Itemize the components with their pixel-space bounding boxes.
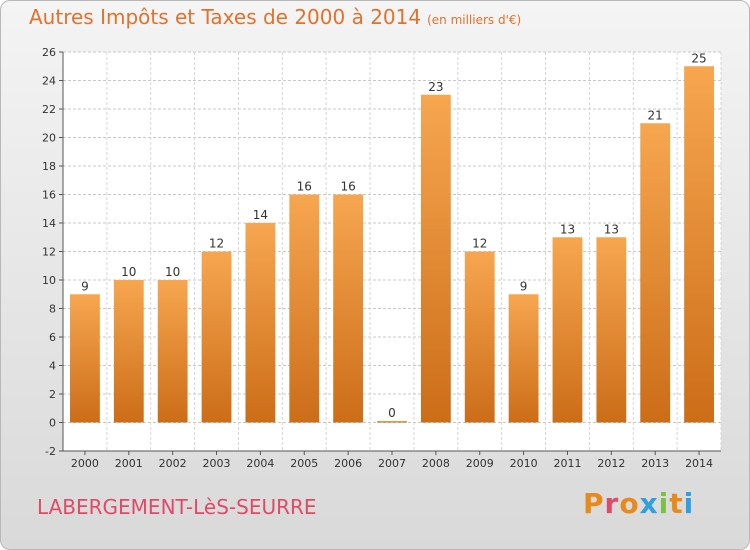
y-tick-label: 10 [42,274,56,287]
data-label-2009: 12 [472,237,487,251]
bar-2005 [289,194,320,423]
data-label-2000: 9 [81,279,89,293]
x-tick-label-2000: 2000 [71,457,99,470]
y-tick-label: 0 [49,417,56,430]
bar-2011 [552,237,583,423]
y-tick-label: 12 [42,246,56,259]
x-tick-label-2001: 2001 [115,457,143,470]
chart-title-text: Autres Impôts et Taxes de 2000 à 2014 [29,5,422,29]
y-tick-label: 6 [49,331,56,344]
data-label-2014: 25 [691,51,706,65]
bar-2009 [464,251,495,423]
y-tick-label: 18 [42,160,56,173]
bar-2008 [420,94,451,423]
y-tick-label: 20 [42,132,56,145]
y-tick-label: 14 [42,217,56,230]
proxiti-logo: Proxiti [583,487,695,520]
bar-2014 [684,66,714,423]
y-tick-label: 22 [42,103,56,116]
x-tick-label-2007: 2007 [378,457,406,470]
data-label-2010: 9 [520,279,528,293]
y-tick-label: 4 [49,360,56,373]
x-tick-label-2002: 2002 [159,457,187,470]
data-label-2008: 23 [428,80,443,94]
x-tick-label-2003: 2003 [203,457,231,470]
x-tick-label-2013: 2013 [641,457,669,470]
bar-2003 [201,251,232,423]
data-label-2011: 13 [560,222,575,236]
data-label-2006: 16 [340,180,355,194]
x-tick-label-2009: 2009 [466,457,494,470]
bar-2013 [640,123,671,423]
bar-2006 [333,194,364,423]
y-tick-label: 8 [49,303,56,316]
x-tick-label-2005: 2005 [290,457,318,470]
y-tick-label: -2 [45,445,56,458]
bar-2010 [508,294,539,423]
data-label-2004: 14 [253,208,268,222]
y-tick-label: 16 [42,189,56,202]
chart-title: Autres Impôts et Taxes de 2000 à 2014 (en… [29,5,521,29]
data-label-2012: 13 [604,222,619,236]
data-label-2007: 0 [388,406,396,420]
bar-2001 [113,280,144,423]
x-tick-label-2006: 2006 [334,457,362,470]
data-label-2003: 12 [209,237,224,251]
bar-2000 [70,294,100,423]
x-tick-label-2004: 2004 [246,457,274,470]
data-label-2013: 21 [648,108,663,122]
x-tick-label-2011: 2011 [553,457,581,470]
bar-2002 [157,280,188,423]
bar-2012 [596,237,627,423]
x-tick-label-2014: 2014 [685,457,713,470]
x-tick-label-2010: 2010 [510,457,538,470]
bar-2007 [377,421,407,423]
data-label-2002: 10 [165,265,180,279]
commune-name: LABERGEMENT-LèS-SEURRE [37,495,317,519]
y-tick-label: 26 [42,46,56,59]
x-tick-label-2012: 2012 [597,457,625,470]
data-label-2001: 10 [121,265,136,279]
data-label-2005: 16 [297,180,312,194]
x-tick-label-2008: 2008 [422,457,450,470]
data-labels: 9 10 10 12 14 16 16 0 23 12 9 13 13 21 25 [81,51,707,420]
y-tick-label: 24 [42,75,56,88]
bar-2004 [245,223,276,423]
chart-unit: (en milliers d'€) [427,13,522,27]
bars [70,66,714,423]
y-tick-label: 2 [49,388,56,401]
